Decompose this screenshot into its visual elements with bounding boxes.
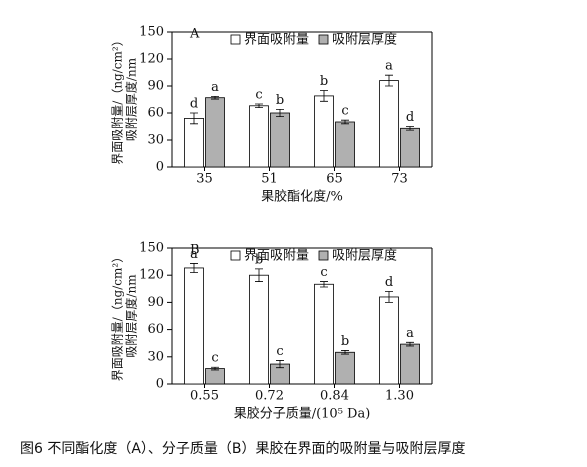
x-tick-label: 35 (196, 172, 213, 187)
significance-letter: c (276, 344, 283, 359)
legend-swatch (230, 34, 241, 45)
y-axis-label: 界面吸附量/（ng/cm²） (111, 251, 125, 381)
error-bar (211, 366, 219, 371)
legend-swatch (230, 250, 241, 261)
legend-swatch (318, 250, 329, 261)
bar (335, 351, 355, 385)
y-tick-label: 0 (156, 160, 164, 175)
y-axis-label: 界面吸附量/（ng/cm²） (111, 34, 125, 164)
bar (249, 105, 269, 168)
y-tick-label: 60 (147, 322, 164, 337)
error-bar (406, 126, 414, 131)
x-axis-label: 果胶酯化度/% (261, 189, 343, 205)
error-bar (385, 74, 393, 87)
bar (184, 267, 204, 385)
legend-label: 界面吸附量 (244, 33, 309, 48)
bar (184, 118, 204, 168)
error-bar (385, 291, 393, 303)
bar (205, 368, 225, 385)
bar (379, 296, 399, 385)
bar (314, 283, 334, 385)
significance-letter: b (320, 74, 328, 89)
y-tick-label: 150 (139, 25, 164, 40)
caption: 图6 不同酯化度（A）、分子质量（B）果胶在界面的吸附量与吸附层厚度 (20, 440, 466, 457)
significance-letter: a (406, 326, 414, 341)
error-bar (255, 103, 263, 108)
y-tick-label: 120 (139, 268, 164, 283)
significance-letter: b (276, 93, 284, 108)
error-bar (341, 350, 349, 355)
legend-swatch (318, 34, 329, 45)
x-tick-label: 51 (261, 172, 278, 187)
error-bar (320, 90, 328, 102)
significance-letter: c (211, 351, 218, 366)
bar (205, 97, 225, 168)
x-tick-label: 65 (326, 172, 343, 187)
legend-label: 吸附层厚度 (332, 32, 397, 48)
error-bar (276, 109, 284, 117)
x-tick-label: 1.30 (385, 389, 414, 404)
legend-label: 界面吸附量 (244, 249, 309, 264)
significance-letter: c (320, 265, 327, 280)
bar (270, 112, 290, 168)
significance-letter: a (190, 247, 198, 262)
bar (400, 343, 420, 385)
panel-label: A (189, 27, 200, 42)
significance-letter: a (385, 59, 393, 74)
significance-letter: d (385, 275, 393, 290)
error-bar (255, 268, 263, 282)
error-bar (211, 95, 219, 100)
significance-letter: c (341, 104, 348, 119)
significance-letter: b (341, 334, 349, 349)
y-tick-label: 30 (147, 349, 164, 364)
significance-letter: d (190, 97, 198, 112)
y-tick-label: 0 (156, 377, 164, 392)
y-tick-label: 90 (147, 295, 164, 310)
y-tick-label: 30 (147, 133, 164, 148)
x-axis-label: 果胶分子质量/(10⁵ Da) (234, 406, 371, 422)
panel-label: B (190, 243, 200, 258)
bar (249, 274, 269, 385)
y-tick-label: 120 (139, 52, 164, 67)
significance-letter: a (211, 80, 219, 95)
bar (400, 127, 420, 168)
y-tick-label: 90 (147, 79, 164, 94)
error-bar (276, 360, 284, 369)
bar (314, 95, 334, 168)
error-bar (320, 281, 328, 288)
x-tick-label: 0.55 (190, 389, 219, 404)
error-bar (341, 119, 349, 125)
x-tick-label: 73 (391, 172, 408, 187)
y-axis-label: 吸附层厚度/nm (124, 57, 139, 141)
error-bar (406, 341, 414, 347)
error-bar (190, 263, 198, 273)
x-tick-label: 0.84 (320, 389, 349, 404)
bar (335, 121, 355, 168)
significance-letter: c (255, 88, 262, 103)
bar (379, 80, 399, 168)
x-tick-label: 0.72 (255, 389, 284, 404)
y-tick-label: 60 (147, 106, 164, 121)
significance-letter: b (255, 252, 263, 267)
error-bar (190, 112, 198, 125)
significance-letter: d (406, 110, 414, 125)
legend-label: 吸附层厚度 (332, 248, 397, 264)
y-axis-label: 吸附层厚度/nm (124, 274, 139, 358)
y-tick-label: 150 (139, 241, 164, 256)
